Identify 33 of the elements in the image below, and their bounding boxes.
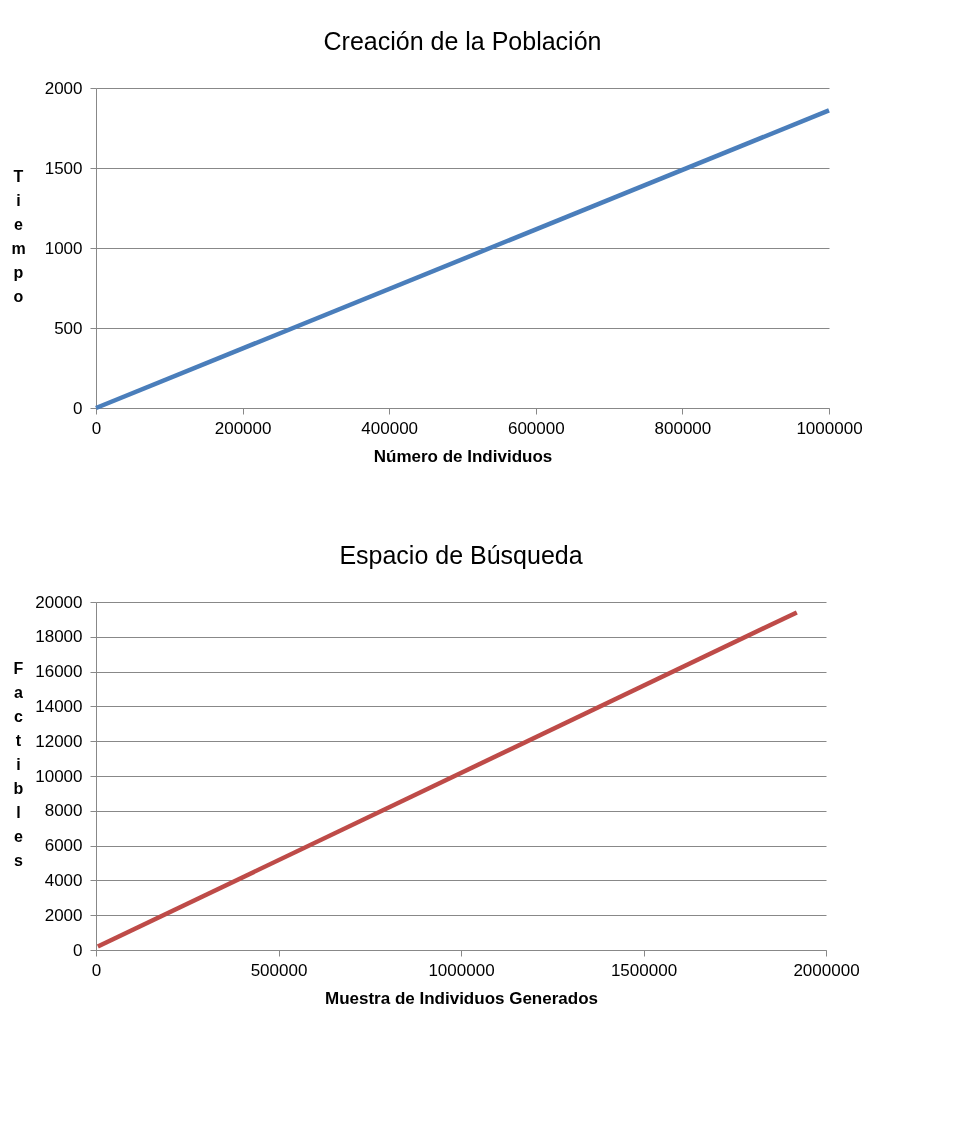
y-tick-label: 500 — [54, 318, 83, 338]
y-tick-label: 18000 — [35, 627, 83, 647]
x-tick-label: 600000 — [507, 418, 565, 438]
y-tick-label: 0 — [73, 398, 83, 418]
x-tick-label: 200000 — [214, 418, 272, 438]
y-tick-label: 12000 — [35, 731, 83, 751]
x-tick-label: 500000 — [250, 960, 308, 980]
y-axis-title: Tiempo — [11, 167, 26, 305]
x-tick-label: 1000000 — [428, 960, 495, 980]
chart-title: Creación de la Población — [323, 27, 602, 55]
y-tick-label: 2000 — [44, 78, 83, 98]
x-tick-label: 0 — [91, 960, 102, 980]
y-tick-label: 2000 — [44, 905, 83, 925]
chart-title: Espacio de Búsqueda — [339, 541, 583, 569]
y-tick-label: 20000 — [35, 592, 83, 612]
x-tick-label: 2000000 — [793, 960, 860, 980]
y-tick-label: 1500 — [44, 158, 83, 178]
y-tick-label: 0 — [73, 940, 83, 960]
x-tick-label: 1000000 — [796, 418, 863, 438]
x-tick-label: 1500000 — [610, 960, 678, 980]
y-tick-label: 10000 — [35, 766, 83, 786]
x-tick-label: 800000 — [654, 418, 712, 438]
y-tick-label: 8000 — [44, 801, 83, 821]
x-tick-label: 400000 — [361, 418, 419, 438]
text: Factibles — [13, 659, 24, 869]
y-tick-label: 4000 — [44, 870, 83, 890]
y-tick-label: 6000 — [44, 836, 83, 856]
x-axis-title: Muestra de Individuos Generados — [324, 988, 599, 1008]
y-tick-label: 16000 — [35, 662, 83, 682]
y-tick-label: 14000 — [35, 696, 83, 716]
x-axis-title: Número de Individuos — [373, 446, 553, 466]
x-tick-label: 0 — [91, 418, 102, 438]
y-tick-label: 1000 — [44, 238, 83, 258]
